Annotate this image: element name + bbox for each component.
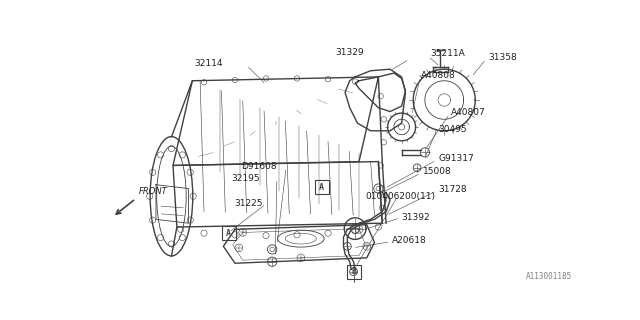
Text: 010406200(11): 010406200(11): [365, 192, 435, 201]
Text: 31329: 31329: [336, 48, 364, 57]
Text: 35211A: 35211A: [430, 49, 465, 58]
Text: A: A: [319, 182, 324, 191]
Text: 31358: 31358: [488, 53, 517, 62]
Text: G91317: G91317: [438, 154, 474, 163]
Text: A40807: A40807: [451, 108, 486, 117]
Text: B: B: [351, 267, 356, 276]
Text: 31392: 31392: [401, 212, 429, 221]
Text: 31728: 31728: [438, 185, 467, 194]
Text: 15008: 15008: [422, 167, 451, 176]
Text: FRONT: FRONT: [139, 187, 168, 196]
Text: 32114: 32114: [195, 59, 223, 68]
Text: A20618: A20618: [392, 236, 426, 245]
Text: A113001185: A113001185: [526, 272, 572, 281]
Text: 32195: 32195: [231, 174, 260, 183]
Text: 30495: 30495: [438, 125, 467, 134]
Text: A40808: A40808: [421, 71, 456, 80]
Text: 31225: 31225: [234, 199, 263, 208]
Text: D91608: D91608: [241, 163, 277, 172]
Text: A: A: [227, 229, 231, 238]
